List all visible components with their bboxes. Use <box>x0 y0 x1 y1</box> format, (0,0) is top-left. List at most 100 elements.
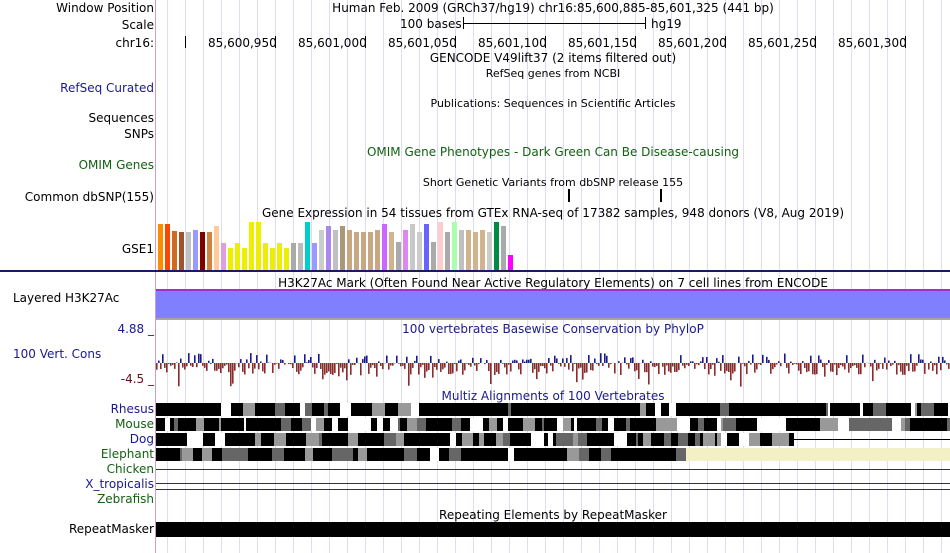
gtex-tissue-bar[interactable] <box>319 230 324 270</box>
repeatmasker-element[interactable] <box>156 522 950 537</box>
sequences-label[interactable]: Sequences <box>88 111 154 125</box>
gtex-tissue-bar[interactable] <box>389 232 394 270</box>
species-elephant-label[interactable]: Elephant <box>100 447 154 461</box>
gtex-tissue-bar[interactable] <box>466 230 471 270</box>
repeatmasker-label[interactable]: RepeatMasker <box>68 522 154 536</box>
dbsnp-variant[interactable] <box>660 189 662 202</box>
publications-track-title[interactable]: Publications: Sequences in Scientific Ar… <box>430 97 676 110</box>
gtex-tissue-bar[interactable] <box>214 226 219 270</box>
gtex-tissue-bar[interactable] <box>165 224 170 270</box>
omim-genes-label[interactable]: OMIM Genes <box>78 158 154 172</box>
dbsnp-variant[interactable] <box>568 189 570 202</box>
repeatmasker-track-title[interactable]: Repeating Elements by RepeatMasker <box>439 508 667 522</box>
gtex-tissue-bar[interactable] <box>417 232 422 270</box>
alignment-row-xtropicalis[interactable] <box>156 483 950 484</box>
alignment-row-chicken[interactable] <box>156 469 950 470</box>
alignment-row-mouse[interactable] <box>156 418 950 431</box>
phylop-score-bar <box>198 353 200 363</box>
phylop-score-bar <box>720 363 722 371</box>
species-chicken-label[interactable]: Chicken <box>106 462 154 476</box>
multiz-track-title[interactable]: Multiz Alignments of 100 Vertebrates <box>441 389 665 403</box>
gtex-tissue-bar[interactable] <box>312 243 317 270</box>
gtex-tissue-bar[interactable] <box>473 232 478 270</box>
gtex-tissue-bar[interactable] <box>249 222 254 270</box>
gtex-track-title[interactable]: Gene Expression in 54 tissues from GTEx … <box>261 206 845 220</box>
gtex-tissue-bar[interactable] <box>431 242 436 270</box>
phylop-label[interactable]: 100 Vert. Cons <box>13 347 102 361</box>
alignment-row-dog[interactable] <box>156 433 950 446</box>
phylop-track-title[interactable]: 100 vertebrates Basewise Conservation by… <box>402 322 704 336</box>
gtex-tissue-bar[interactable] <box>221 243 226 270</box>
gtex-tissue-bar[interactable] <box>361 232 366 270</box>
gtex-tissue-bar[interactable] <box>396 242 401 270</box>
gtex-tissue-bar[interactable] <box>452 222 457 270</box>
gtex-bar-chart[interactable] <box>156 221 536 270</box>
gtex-tissue-bar[interactable] <box>186 232 191 270</box>
ruler-tick <box>275 36 276 48</box>
gtex-tissue-bar[interactable] <box>158 224 163 270</box>
snps-label[interactable]: SNPs <box>124 127 154 141</box>
gtex-tissue-bar[interactable] <box>494 222 499 270</box>
gencode-track-title[interactable]: GENCODE V49lift37 (2 items filtered out) <box>429 51 677 65</box>
gtex-tissue-bar[interactable] <box>501 226 506 270</box>
gtex-tissue-bar[interactable] <box>193 230 198 270</box>
gtex-tissue-bar[interactable] <box>305 222 310 270</box>
gtex-tissue-bar[interactable] <box>480 230 485 270</box>
refseq-curated-label[interactable]: RefSeq Curated <box>60 81 154 95</box>
gtex-tissue-bar[interactable] <box>445 232 450 270</box>
alignment-row-elephant[interactable] <box>156 448 950 461</box>
gtex-tissue-bar[interactable] <box>242 248 247 270</box>
gtex-tissue-bar[interactable] <box>298 243 303 270</box>
alignment-block <box>222 448 234 461</box>
gtex-tissue-bar[interactable] <box>172 231 177 270</box>
h3k27ac-signal[interactable] <box>156 289 950 320</box>
dbsnp-track-title[interactable]: Short Genetic Variants from dbSNP releas… <box>422 176 684 189</box>
gtex-tissue-bar[interactable] <box>277 243 282 270</box>
omim-track-title[interactable]: OMIM Gene Phenotypes - Dark Green Can Be… <box>366 145 740 159</box>
scale-label[interactable]: Scale <box>121 18 154 32</box>
alignment-block <box>592 403 602 416</box>
gtex-tissue-bar[interactable] <box>326 226 331 270</box>
gtex-tissue-bar[interactable] <box>368 232 373 270</box>
gtex-tissue-bar[interactable] <box>459 230 464 270</box>
species-zebrafish-label[interactable]: Zebrafish <box>97 492 154 506</box>
gtex-tissue-bar[interactable] <box>263 243 268 270</box>
species-xtropicalis-label[interactable]: X_tropicalis <box>85 477 154 491</box>
gtex-tissue-bar[interactable] <box>438 222 443 270</box>
species-dog-label[interactable]: Dog <box>129 432 154 446</box>
common-dbsnp-label[interactable]: Common dbSNP(155) <box>24 190 154 204</box>
phylop-conservation-plot[interactable] <box>156 336 950 392</box>
gtex-tissue-bar[interactable] <box>284 248 289 270</box>
gtex-tissue-bar[interactable] <box>179 232 184 270</box>
alignment-block <box>838 418 840 431</box>
gtex-tissue-bar[interactable] <box>207 232 212 270</box>
gtex-tissue-bar[interactable] <box>403 230 408 270</box>
alignment-row-rhesus[interactable] <box>156 403 950 416</box>
gtex-tissue-bar[interactable] <box>424 224 429 270</box>
gtex-tissue-bar[interactable] <box>508 255 513 270</box>
species-rhesus-label[interactable]: Rhesus <box>110 402 154 416</box>
gse1-label[interactable]: GSE1 <box>121 242 154 256</box>
alignment-row-zebrafish[interactable] <box>156 489 950 490</box>
gtex-tissue-bar[interactable] <box>235 243 240 270</box>
gtex-tissue-bar[interactable] <box>347 230 352 270</box>
phylop-score-bar <box>450 363 452 375</box>
gtex-tissue-bar[interactable] <box>354 232 359 270</box>
gtex-tissue-bar[interactable] <box>375 230 380 270</box>
gtex-tissue-bar[interactable] <box>291 243 296 270</box>
h3k27ac-track-title[interactable]: H3K27Ac Mark (Often Found Near Active Re… <box>278 276 828 290</box>
gtex-tissue-bar[interactable] <box>382 224 387 270</box>
species-mouse-label[interactable]: Mouse <box>115 417 154 431</box>
window-position-label[interactable]: Window Position <box>56 1 154 15</box>
gtex-tissue-bar[interactable] <box>270 248 275 270</box>
chrom-label[interactable]: chr16: <box>115 36 154 50</box>
gtex-tissue-bar[interactable] <box>410 224 415 270</box>
layered-h3k27ac-label[interactable]: Layered H3K27Ac <box>13 291 120 305</box>
gtex-tissue-bar[interactable] <box>200 232 205 270</box>
gtex-tissue-bar[interactable] <box>256 222 261 270</box>
gtex-tissue-bar[interactable] <box>228 248 233 270</box>
gtex-tissue-bar[interactable] <box>487 232 492 270</box>
gtex-tissue-bar[interactable] <box>333 230 338 270</box>
gtex-tissue-bar[interactable] <box>340 226 345 270</box>
